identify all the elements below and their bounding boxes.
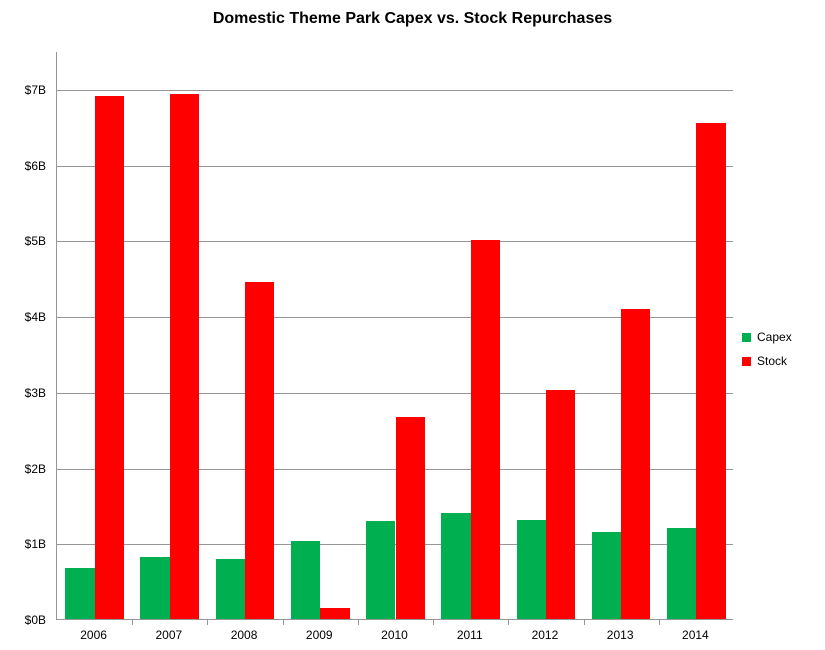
- y-axis-tick-label: $0B: [0, 613, 46, 627]
- legend: Capex Stock: [742, 330, 792, 368]
- legend-label: Stock: [757, 354, 787, 368]
- x-axis-tick-label: 2010: [381, 628, 408, 642]
- x-axis-tick: [283, 619, 284, 625]
- bar-capex: [517, 520, 546, 619]
- legend-swatch-icon: [742, 333, 751, 342]
- bar-capex: [441, 513, 470, 619]
- x-axis-tick-label: 2013: [607, 628, 634, 642]
- chart-container: Domestic Theme Park Capex vs. Stock Repu…: [0, 0, 825, 650]
- legend-item-capex: Capex: [742, 330, 792, 344]
- x-axis-tick-label: 2008: [231, 628, 258, 642]
- x-axis-tick-label: 2006: [80, 628, 107, 642]
- legend-item-stock: Stock: [742, 354, 792, 368]
- bar-stock: [170, 94, 199, 619]
- x-axis-tick-label: 2009: [306, 628, 333, 642]
- bar-stock: [546, 390, 575, 619]
- x-axis-tick: [207, 619, 208, 625]
- y-axis-tick-label: $7B: [0, 83, 46, 97]
- y-axis-tick-label: $4B: [0, 310, 46, 324]
- bar-stock: [696, 123, 725, 619]
- y-axis-tick-label: $1B: [0, 537, 46, 551]
- gridline: [57, 166, 733, 167]
- gridline: [57, 90, 733, 91]
- bar-capex: [140, 557, 169, 619]
- bar-stock: [471, 240, 500, 619]
- y-axis-tick-label: $2B: [0, 462, 46, 476]
- bar-stock: [396, 417, 425, 619]
- y-axis-tick-label: $3B: [0, 386, 46, 400]
- bar-capex: [216, 559, 245, 619]
- x-axis-tick-label: 2014: [682, 628, 709, 642]
- x-axis-tick: [508, 619, 509, 625]
- bar-capex: [366, 521, 395, 619]
- y-axis-tick-label: $6B: [0, 159, 46, 173]
- plot-area: [56, 52, 733, 620]
- bar-capex: [667, 528, 696, 619]
- bar-capex: [592, 532, 621, 619]
- bar-stock: [95, 96, 124, 619]
- bar-stock: [320, 608, 349, 619]
- legend-label: Capex: [757, 330, 792, 344]
- chart-title: Domestic Theme Park Capex vs. Stock Repu…: [0, 10, 825, 28]
- x-axis-tick: [659, 619, 660, 625]
- x-axis-tick-label: 2007: [155, 628, 182, 642]
- bar-capex: [291, 541, 320, 619]
- gridline: [57, 241, 733, 242]
- x-axis-tick-label: 2012: [532, 628, 559, 642]
- x-axis-tick-label: 2011: [457, 628, 483, 642]
- x-axis-tick: [584, 619, 585, 625]
- bar-stock: [245, 282, 274, 619]
- legend-swatch-icon: [742, 357, 751, 366]
- bar-stock: [621, 309, 650, 620]
- x-axis-tick: [132, 619, 133, 625]
- y-axis-tick-label: $5B: [0, 234, 46, 248]
- bar-capex: [65, 568, 94, 619]
- x-axis-tick: [433, 619, 434, 625]
- x-axis-tick: [358, 619, 359, 625]
